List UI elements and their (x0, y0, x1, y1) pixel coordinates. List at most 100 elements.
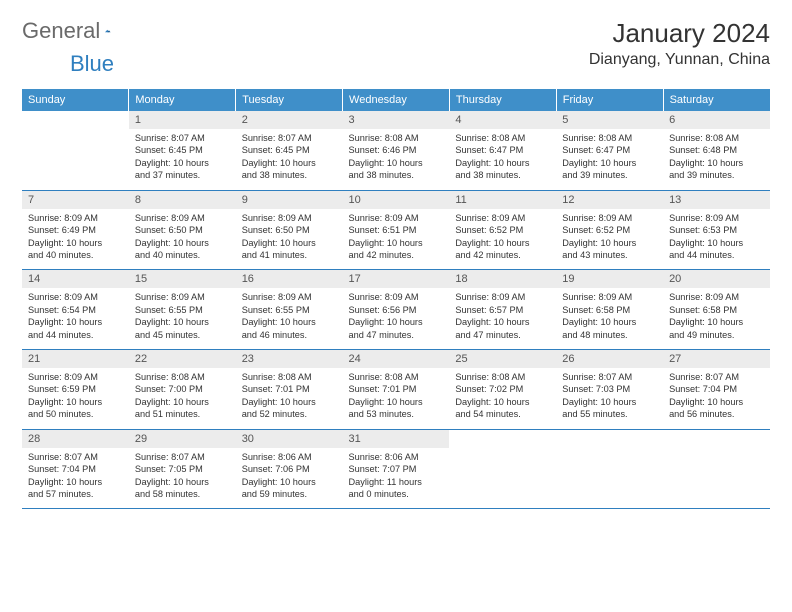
calendar-cell: 1Sunrise: 8:07 AMSunset: 6:45 PMDaylight… (129, 111, 236, 190)
day-details: Sunrise: 8:09 AMSunset: 6:52 PMDaylight:… (449, 209, 556, 270)
day-number: 17 (343, 270, 450, 288)
calendar-cell: 29Sunrise: 8:07 AMSunset: 7:05 PMDayligh… (129, 429, 236, 509)
calendar-table: SundayMondayTuesdayWednesdayThursdayFrid… (22, 89, 770, 509)
calendar-cell: 4Sunrise: 8:08 AMSunset: 6:47 PMDaylight… (449, 111, 556, 190)
day-number: 23 (236, 350, 343, 368)
calendar-cell: 13Sunrise: 8:09 AMSunset: 6:53 PMDayligh… (663, 190, 770, 270)
calendar-cell: 22Sunrise: 8:08 AMSunset: 7:00 PMDayligh… (129, 350, 236, 430)
calendar-cell: 19Sunrise: 8:09 AMSunset: 6:58 PMDayligh… (556, 270, 663, 350)
logo-arrow-icon (105, 21, 111, 41)
day-details: Sunrise: 8:06 AMSunset: 7:07 PMDaylight:… (343, 448, 450, 509)
day-details: Sunrise: 8:09 AMSunset: 6:55 PMDaylight:… (236, 288, 343, 349)
calendar-cell: 8Sunrise: 8:09 AMSunset: 6:50 PMDaylight… (129, 190, 236, 270)
day-details: Sunrise: 8:08 AMSunset: 6:47 PMDaylight:… (449, 129, 556, 190)
day-details: Sunrise: 8:09 AMSunset: 6:58 PMDaylight:… (556, 288, 663, 349)
day-details: Sunrise: 8:07 AMSunset: 7:05 PMDaylight:… (129, 448, 236, 509)
calendar-cell: 2Sunrise: 8:07 AMSunset: 6:45 PMDaylight… (236, 111, 343, 190)
day-number: 10 (343, 191, 450, 209)
day-number: 7 (22, 191, 129, 209)
calendar-cell: 12Sunrise: 8:09 AMSunset: 6:52 PMDayligh… (556, 190, 663, 270)
day-number: 27 (663, 350, 770, 368)
day-number: 5 (556, 111, 663, 129)
weekday-header: Wednesday (343, 89, 450, 111)
day-number: 21 (22, 350, 129, 368)
day-details: Sunrise: 8:08 AMSunset: 6:47 PMDaylight:… (556, 129, 663, 190)
day-details: Sunrise: 8:08 AMSunset: 7:01 PMDaylight:… (236, 368, 343, 429)
calendar-cell: 16Sunrise: 8:09 AMSunset: 6:55 PMDayligh… (236, 270, 343, 350)
calendar-cell: . (556, 429, 663, 509)
day-details: Sunrise: 8:09 AMSunset: 6:56 PMDaylight:… (343, 288, 450, 349)
day-number: 20 (663, 270, 770, 288)
day-details: Sunrise: 8:09 AMSunset: 6:59 PMDaylight:… (22, 368, 129, 429)
calendar-row: 28Sunrise: 8:07 AMSunset: 7:04 PMDayligh… (22, 429, 770, 509)
calendar-cell: 14Sunrise: 8:09 AMSunset: 6:54 PMDayligh… (22, 270, 129, 350)
calendar-cell: 10Sunrise: 8:09 AMSunset: 6:51 PMDayligh… (343, 190, 450, 270)
day-number: 3 (343, 111, 450, 129)
calendar-row: 21Sunrise: 8:09 AMSunset: 6:59 PMDayligh… (22, 350, 770, 430)
day-number: 2 (236, 111, 343, 129)
day-number: 4 (449, 111, 556, 129)
day-number: 11 (449, 191, 556, 209)
calendar-cell: 21Sunrise: 8:09 AMSunset: 6:59 PMDayligh… (22, 350, 129, 430)
day-details: Sunrise: 8:09 AMSunset: 6:50 PMDaylight:… (236, 209, 343, 270)
day-number: 24 (343, 350, 450, 368)
calendar-row: 14Sunrise: 8:09 AMSunset: 6:54 PMDayligh… (22, 270, 770, 350)
weekday-header: Thursday (449, 89, 556, 111)
calendar-cell: . (22, 111, 129, 190)
day-details: Sunrise: 8:09 AMSunset: 6:55 PMDaylight:… (129, 288, 236, 349)
logo: General (22, 18, 135, 44)
calendar-cell: 5Sunrise: 8:08 AMSunset: 6:47 PMDaylight… (556, 111, 663, 190)
day-details: Sunrise: 8:07 AMSunset: 6:45 PMDaylight:… (236, 129, 343, 190)
day-number: 29 (129, 430, 236, 448)
day-number: 26 (556, 350, 663, 368)
day-number: 30 (236, 430, 343, 448)
weekday-header: Tuesday (236, 89, 343, 111)
calendar-cell: 3Sunrise: 8:08 AMSunset: 6:46 PMDaylight… (343, 111, 450, 190)
calendar-cell: 24Sunrise: 8:08 AMSunset: 7:01 PMDayligh… (343, 350, 450, 430)
day-number: 1 (129, 111, 236, 129)
day-number: 9 (236, 191, 343, 209)
calendar-cell: 11Sunrise: 8:09 AMSunset: 6:52 PMDayligh… (449, 190, 556, 270)
day-details: Sunrise: 8:09 AMSunset: 6:51 PMDaylight:… (343, 209, 450, 270)
day-details: Sunrise: 8:09 AMSunset: 6:49 PMDaylight:… (22, 209, 129, 270)
day-details: Sunrise: 8:09 AMSunset: 6:57 PMDaylight:… (449, 288, 556, 349)
day-details: Sunrise: 8:08 AMSunset: 6:48 PMDaylight:… (663, 129, 770, 190)
day-details: Sunrise: 8:08 AMSunset: 6:46 PMDaylight:… (343, 129, 450, 190)
calendar-cell: 9Sunrise: 8:09 AMSunset: 6:50 PMDaylight… (236, 190, 343, 270)
day-details: Sunrise: 8:09 AMSunset: 6:58 PMDaylight:… (663, 288, 770, 349)
day-number: 31 (343, 430, 450, 448)
day-number: 15 (129, 270, 236, 288)
day-details: Sunrise: 8:07 AMSunset: 7:04 PMDaylight:… (22, 448, 129, 509)
day-number: 28 (22, 430, 129, 448)
weekday-header: Monday (129, 89, 236, 111)
day-number: 8 (129, 191, 236, 209)
calendar-row: 7Sunrise: 8:09 AMSunset: 6:49 PMDaylight… (22, 190, 770, 270)
weekday-header: Sunday (22, 89, 129, 111)
day-number: 6 (663, 111, 770, 129)
month-title: January 2024 (589, 18, 770, 49)
calendar-cell: 6Sunrise: 8:08 AMSunset: 6:48 PMDaylight… (663, 111, 770, 190)
calendar-row: .1Sunrise: 8:07 AMSunset: 6:45 PMDayligh… (22, 111, 770, 190)
day-details: Sunrise: 8:09 AMSunset: 6:50 PMDaylight:… (129, 209, 236, 270)
calendar-cell: 7Sunrise: 8:09 AMSunset: 6:49 PMDaylight… (22, 190, 129, 270)
calendar-cell: 17Sunrise: 8:09 AMSunset: 6:56 PMDayligh… (343, 270, 450, 350)
day-number: 14 (22, 270, 129, 288)
calendar-cell: 31Sunrise: 8:06 AMSunset: 7:07 PMDayligh… (343, 429, 450, 509)
logo-text-blue: Blue (70, 51, 114, 76)
calendar-cell: 25Sunrise: 8:08 AMSunset: 7:02 PMDayligh… (449, 350, 556, 430)
day-number: 12 (556, 191, 663, 209)
calendar-cell: 26Sunrise: 8:07 AMSunset: 7:03 PMDayligh… (556, 350, 663, 430)
day-details: Sunrise: 8:06 AMSunset: 7:06 PMDaylight:… (236, 448, 343, 509)
day-number: 13 (663, 191, 770, 209)
day-number: 16 (236, 270, 343, 288)
day-details: Sunrise: 8:09 AMSunset: 6:52 PMDaylight:… (556, 209, 663, 270)
day-details: Sunrise: 8:09 AMSunset: 6:53 PMDaylight:… (663, 209, 770, 270)
calendar-cell: 27Sunrise: 8:07 AMSunset: 7:04 PMDayligh… (663, 350, 770, 430)
day-number: 19 (556, 270, 663, 288)
day-details: Sunrise: 8:08 AMSunset: 7:00 PMDaylight:… (129, 368, 236, 429)
logo-text-general: General (22, 18, 100, 44)
calendar-cell: . (449, 429, 556, 509)
day-details: Sunrise: 8:07 AMSunset: 7:03 PMDaylight:… (556, 368, 663, 429)
day-details: Sunrise: 8:08 AMSunset: 7:01 PMDaylight:… (343, 368, 450, 429)
day-details: Sunrise: 8:08 AMSunset: 7:02 PMDaylight:… (449, 368, 556, 429)
